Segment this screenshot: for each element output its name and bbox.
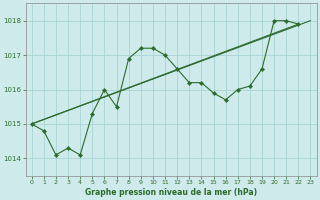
X-axis label: Graphe pression niveau de la mer (hPa): Graphe pression niveau de la mer (hPa) (85, 188, 257, 197)
